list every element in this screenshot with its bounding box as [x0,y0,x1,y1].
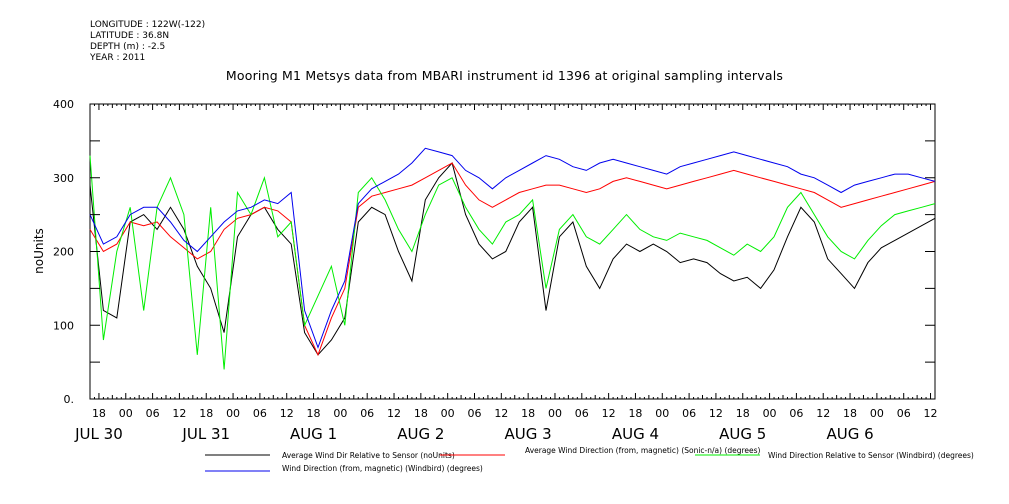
x-tick-label: 18 [736,407,750,420]
y-axis-title: noUnits [32,228,46,274]
chart-title: Mooring M1 Metsys data from MBARI instru… [225,68,784,83]
x-tick-label: 06 [575,407,589,420]
longitude-label: LONGITUDE : 122W(-122) [90,20,206,30]
x-tick-label: 18 [307,407,321,420]
x-tick-label: 06 [146,407,160,420]
x-tick-label: 06 [897,407,911,420]
x-day-label: AUG 4 [612,425,659,443]
series-line-1 [89,161,936,356]
y-tick-label: 200 [53,246,74,259]
x-tick-label: 12 [924,407,938,420]
y-tick-label: 300 [53,172,74,185]
y-tick-label: 100 [53,319,74,332]
x-tick-label: 12 [280,407,294,420]
x-tick-label: 06 [360,407,374,420]
x-tick-label: 00 [870,407,884,420]
y-axis-labels: 0. 100 200 300 400 [53,98,74,406]
latitude-label: LATITUDE : 36.8N [90,31,170,41]
x-axis-labels: 18 00 06 12 18 00 06 12 18 00 06 12 18 00 06 12 18 00 06 12… [74,407,937,443]
series-line-3 [89,155,936,370]
x-tick-label: 12 [494,407,508,420]
series-layer [89,147,936,370]
x-tick-label: 18 [521,407,535,420]
x-day-label: AUG 2 [397,425,444,443]
x-tick-label: 00 [119,407,133,420]
x-tick-label: 06 [789,407,803,420]
x-day-label: JUL 30 [74,425,123,443]
x-tick-label: 18 [414,407,428,420]
x-tick-label: 12 [816,407,830,420]
year-label: YEAR : 2011 [90,53,146,63]
x-tick-label: 12 [387,407,401,420]
x-tick-label: 06 [467,407,481,420]
x-day-label: JUL 31 [181,425,230,443]
x-tick-label: 18 [843,407,857,420]
tick-layer [89,103,936,400]
x-tick-label: 18 [628,407,642,420]
x-day-label: AUG 1 [290,425,337,443]
y-tick-label: 0. [64,393,75,406]
plot-frame [89,103,936,400]
metadata-block: LONGITUDE : 122W(-122) LATITUDE : 36.8N … [90,20,205,64]
x-tick-label: 12 [172,407,186,420]
x-day-label: AUG 5 [719,425,766,443]
legend-label-1: Average Wind Dir Relative to Sensor (noU… [282,451,455,460]
legend-label-2: Average Wind Direction (from, magnetic) … [525,446,761,455]
x-tick-label: 18 [199,407,213,420]
y-tick-label: 400 [53,98,74,111]
x-tick-label: 06 [682,407,696,420]
legend-label-3: Wind Direction Relative to Sensor (Windb… [768,451,974,460]
x-tick-label: 00 [226,407,240,420]
x-tick-label: 00 [548,407,562,420]
x-tick-label: 12 [602,407,616,420]
series-line-2 [89,162,936,357]
x-day-label: AUG 3 [505,425,552,443]
legend: Average Wind Dir Relative to Sensor (noU… [205,446,974,473]
x-tick-label: 00 [655,407,669,420]
depth-label: DEPTH (m) : -2.5 [90,42,166,52]
x-day-label: AUG 6 [826,425,873,443]
x-tick-label: 18 [92,407,106,420]
x-tick-label: 00 [441,407,455,420]
x-tick-label: 12 [709,407,723,420]
legend-label-4: Wind Direction (from, magnetic) (Windbir… [282,464,483,473]
x-tick-label: 06 [253,407,267,420]
series-line-4 [89,147,936,349]
x-tick-label: 00 [333,407,347,420]
x-tick-label: 00 [763,407,777,420]
